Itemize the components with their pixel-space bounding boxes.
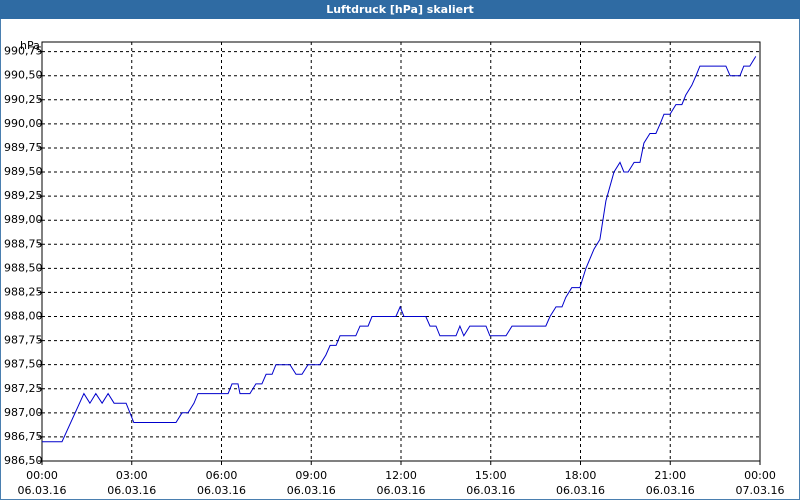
- y-tick-label: 987,75: [4, 334, 43, 347]
- x-tick-label: 00:00: [744, 469, 776, 482]
- x-tick-label: 12:00: [385, 469, 417, 482]
- data-line: [42, 56, 757, 443]
- y-tick-label: 986,50: [4, 454, 43, 467]
- y-tick-label: 987,25: [4, 382, 43, 395]
- y-tick-label: 989,75: [4, 141, 43, 154]
- y-tick-label: 987,00: [4, 406, 43, 419]
- y-tick-label: 989,00: [4, 213, 43, 226]
- y-tick-label: 989,25: [4, 189, 43, 202]
- title-bar: [0, 0, 800, 19]
- y-tick-label: 990,50: [4, 69, 43, 82]
- y-tick-label: 990,75: [4, 45, 43, 58]
- x-tick-date: 06.03.16: [18, 484, 67, 497]
- x-tick-date: 07.03.16: [736, 484, 785, 497]
- x-tick-date: 06.03.16: [107, 484, 156, 497]
- x-tick-label: 00:00: [26, 469, 58, 482]
- x-tick-date: 06.03.16: [287, 484, 336, 497]
- x-tick-label: 03:00: [116, 469, 148, 482]
- x-tick-date: 06.03.16: [197, 484, 246, 497]
- y-tick-label: 990,25: [4, 93, 43, 106]
- x-tick-date: 06.03.16: [646, 484, 695, 497]
- x-tick-label: 06:00: [206, 469, 238, 482]
- y-tick-label: 989,50: [4, 165, 43, 178]
- y-tick-label: 987,50: [4, 358, 43, 371]
- x-tick-date: 06.03.16: [556, 484, 605, 497]
- y-tick-label: 988,75: [4, 237, 43, 250]
- y-tick-label: 986,75: [4, 430, 43, 443]
- x-tick-label: 15:00: [475, 469, 507, 482]
- chart-title: Luftdruck [hPa] skaliert: [326, 3, 474, 16]
- x-tick-date: 06.03.16: [377, 484, 426, 497]
- y-tick-label: 988,00: [4, 310, 43, 323]
- x-tick-label: 09:00: [295, 469, 327, 482]
- x-tick-label: 18:00: [565, 469, 597, 482]
- plot-frame: [41, 41, 761, 462]
- y-tick-label: 988,25: [4, 285, 43, 298]
- x-tick-date: 06.03.16: [466, 484, 515, 497]
- x-tick-label: 21:00: [654, 469, 686, 482]
- y-tick-label: 990,00: [4, 117, 43, 130]
- y-tick-label: 988,50: [4, 261, 43, 274]
- y-unit: hPa: [20, 39, 40, 52]
